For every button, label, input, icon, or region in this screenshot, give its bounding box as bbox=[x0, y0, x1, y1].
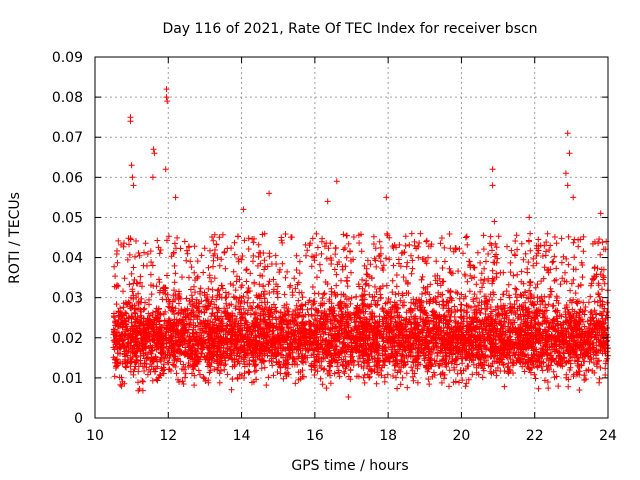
x-tick-label: 22 bbox=[526, 428, 544, 444]
grid-lines bbox=[95, 57, 608, 418]
axis-ticks: 10 12 14 16 18 20 22 24 0 0.01 0.02 0.03 0.04 0.05 0.0… bbox=[52, 50, 617, 444]
x-tick-label: 14 bbox=[233, 428, 251, 444]
x-tick-label: 18 bbox=[379, 428, 397, 444]
y-axis-title: ROTI / TECUs bbox=[7, 192, 23, 284]
x-tick-label: 24 bbox=[599, 428, 617, 444]
y-tick-label: 0.01 bbox=[52, 371, 83, 387]
x-tick-label: 12 bbox=[159, 428, 177, 444]
data-points bbox=[110, 86, 611, 400]
plot-frame bbox=[94, 56, 609, 419]
y-tick-label: 0.07 bbox=[52, 130, 83, 146]
x-axis-title: GPS time / hours bbox=[291, 458, 408, 474]
y-tick-label: 0.09 bbox=[52, 50, 83, 66]
x-tick-label: 10 bbox=[86, 428, 104, 444]
roti-data-markers bbox=[110, 86, 611, 400]
x-tick-label: 16 bbox=[306, 428, 324, 444]
x-tick-label: 20 bbox=[453, 428, 471, 444]
y-tick-label: 0 bbox=[74, 411, 83, 427]
y-tick-label: 0.06 bbox=[52, 170, 83, 186]
y-tick-label: 0.02 bbox=[52, 331, 83, 347]
y-tick-label: 0.04 bbox=[52, 251, 83, 267]
y-tick-label: 0.05 bbox=[52, 210, 83, 226]
chart-title: Day 116 of 2021, Rate Of TEC Index for r… bbox=[162, 21, 537, 37]
y-tick-label: 0.03 bbox=[52, 291, 83, 307]
y-tick-label: 0.08 bbox=[52, 90, 83, 106]
